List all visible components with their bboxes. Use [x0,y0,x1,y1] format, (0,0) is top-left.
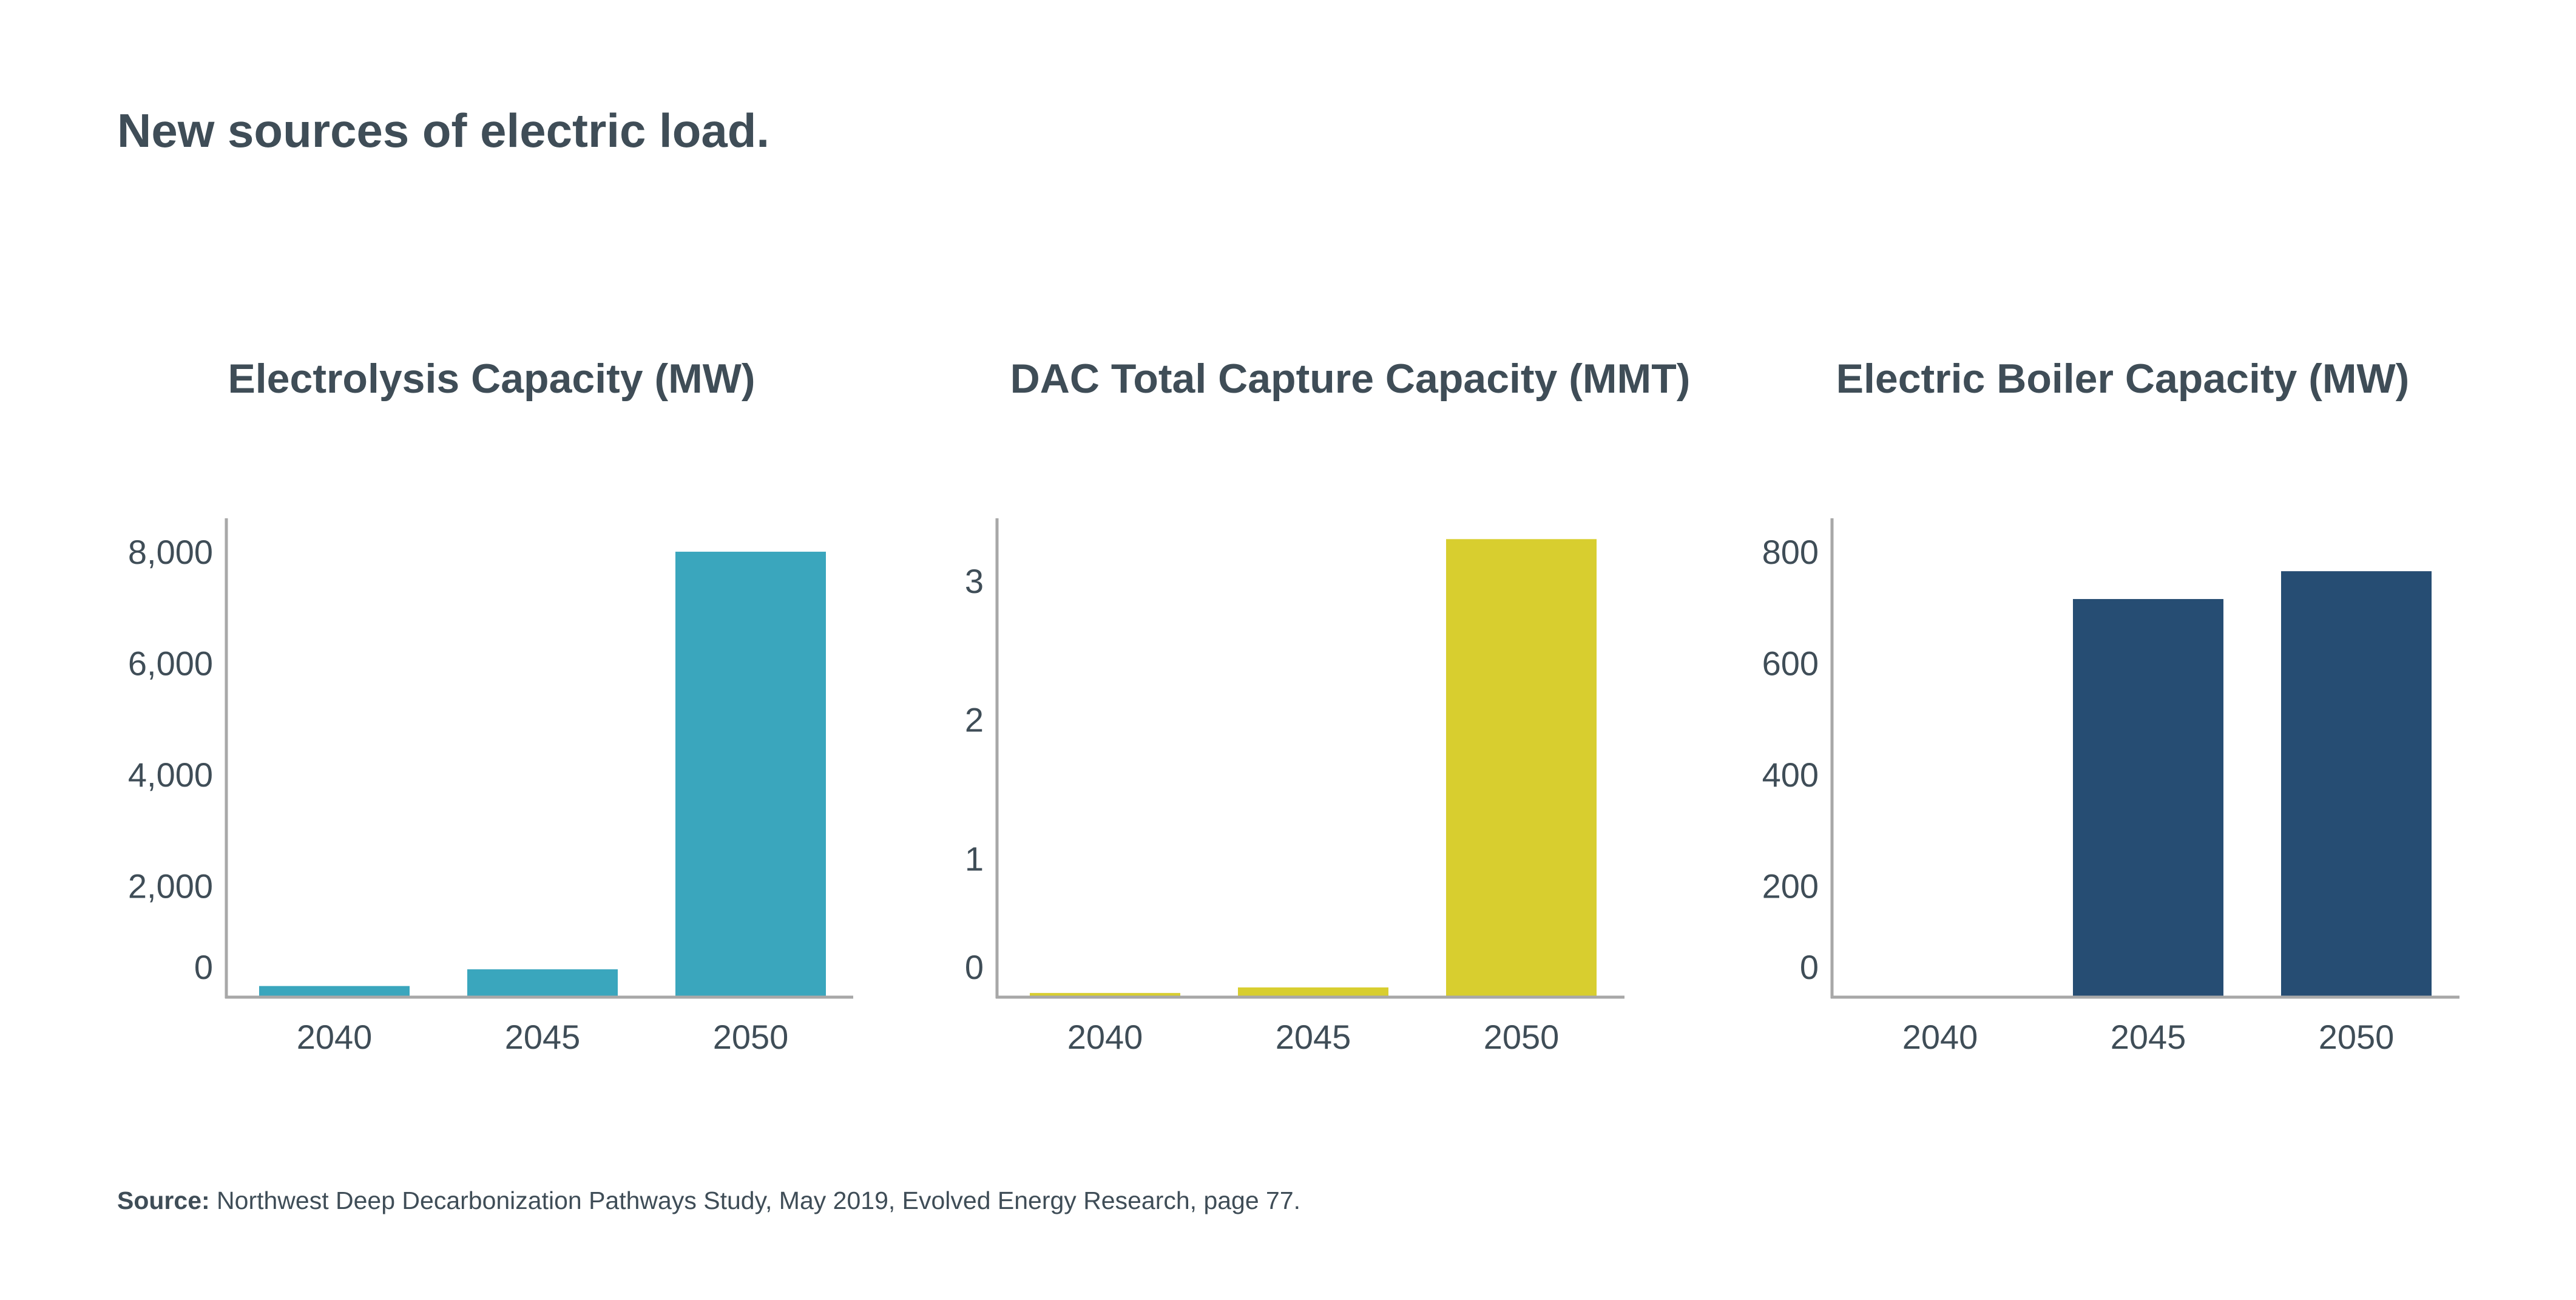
x-tick-label: 2040 [297,1018,373,1056]
x-tick-label: 2050 [713,1018,789,1056]
source-text: Northwest Deep Decarbonization Pathways … [209,1187,1301,1214]
chart-title-electrolysis: Electrolysis Capacity (MW) [228,356,756,402]
y-tick-label: 0 [194,948,213,986]
chart-title-dac: DAC Total Capture Capacity (MMT) [1010,356,1691,402]
bar-electrolysis-2050 [675,552,826,997]
y-tick-label: 6,000 [128,645,213,683]
y-tick-label: 8,000 [128,533,213,571]
source-note: Source: Northwest Deep Decarbonization P… [117,1187,1300,1215]
y-tick-label: 4,000 [128,756,213,794]
bar-electrolysis-2040 [259,986,410,997]
page-title: New sources of electric load. [117,104,770,157]
x-tick-label: 2045 [505,1018,581,1056]
y-tick-label: 2,000 [128,867,213,906]
source-label: Source: [117,1187,210,1214]
bar-electrolysis-2045 [467,969,618,997]
chart-title-boiler: Electric Boiler Capacity (MW) [1836,356,2410,402]
